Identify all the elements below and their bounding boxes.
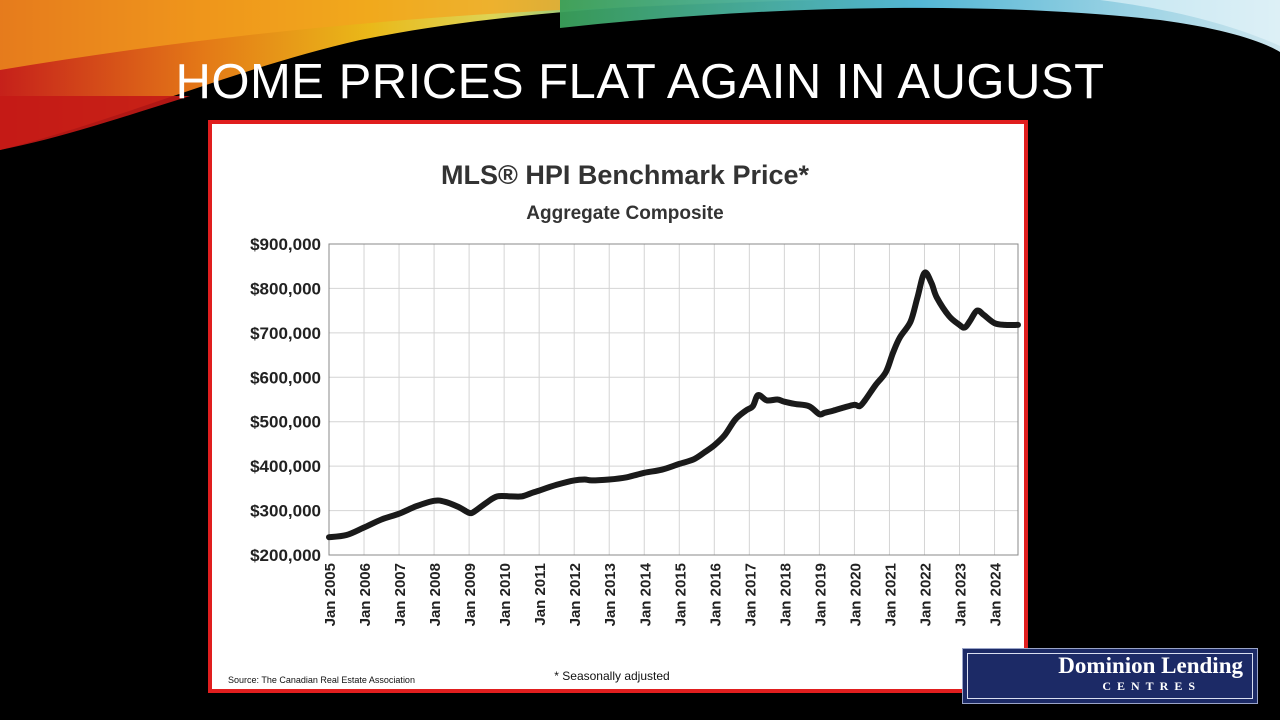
x-tick-label: Jan 2007: [392, 563, 409, 626]
chart-source: Source: The Canadian Real Estate Associa…: [228, 675, 415, 685]
x-tick-label: Jan 2008: [427, 563, 444, 626]
x-axis-tick-labels: Jan 2005 Jan 2006 Jan 2007 Jan 2008 Jan 2009…: [322, 562, 1005, 626]
chart-footnote: * Seasonally adjusted: [554, 669, 669, 683]
x-tick-label: Jan 2013: [602, 563, 619, 626]
x-tick-label: Jan 2017: [742, 563, 759, 626]
x-tick-label: Jan 2020: [847, 563, 864, 626]
y-tick-label: $800,000: [250, 279, 321, 298]
y-tick-label: $900,000: [250, 235, 321, 254]
dominion-lending-logo: Dominion Lending CENTRES: [962, 648, 1258, 704]
y-tick-label: $200,000: [250, 546, 321, 565]
x-tick-label: Jan 2023: [953, 563, 970, 626]
x-tick-label: Jan 2018: [777, 563, 794, 626]
slide-title: HOME PRICES FLAT AGAIN IN AUGUST: [175, 55, 1105, 109]
decorative-swoosh-banner: [0, 0, 1280, 150]
logo-line-1: Dominion Lending: [1058, 653, 1243, 678]
y-axis-tick-labels: $200,000 $300,000 $400,000 $500,000 $600,000…: [250, 235, 321, 565]
x-tick-label: Jan 2010: [497, 563, 514, 626]
logo-inner-border: [967, 653, 1253, 699]
chart-subtitle: Aggregate Composite: [526, 203, 723, 224]
chart-frame: MLS® HPI Benchmark Price* Aggregate Comp…: [208, 120, 1028, 693]
x-tick-label: Jan 2014: [637, 562, 654, 626]
x-tick-label: Jan 2015: [672, 563, 689, 626]
x-tick-label: Jan 2024: [988, 562, 1005, 626]
price-series-line: [326, 269, 1021, 541]
chart-title: MLS® HPI Benchmark Price*: [441, 160, 810, 190]
x-tick-label: Jan 2011: [532, 563, 549, 626]
x-tick-label: Jan 2005: [322, 563, 339, 626]
y-tick-label: $600,000: [250, 368, 321, 387]
y-tick-label: $700,000: [250, 324, 321, 343]
logo-line-2: CENTRES: [1102, 679, 1201, 693]
plot-area-border: [328, 243, 1019, 556]
x-tick-label: Jan 2006: [357, 563, 374, 626]
x-tick-label: Jan 2021: [882, 563, 899, 626]
x-tick-label: Jan 2012: [567, 563, 584, 626]
chart-svg: MLS® HPI Benchmark Price* Aggregate Comp…: [228, 160, 1021, 685]
y-tick-label: $300,000: [250, 502, 321, 521]
x-tick-label: Jan 2009: [462, 563, 479, 626]
x-tick-label: Jan 2016: [707, 563, 724, 626]
y-tick-label: $500,000: [250, 413, 321, 432]
grid-lines: [328, 243, 1018, 556]
x-tick-label: Jan 2019: [812, 563, 829, 626]
x-tick-label: Jan 2022: [917, 563, 934, 626]
y-tick-label: $400,000: [250, 457, 321, 476]
